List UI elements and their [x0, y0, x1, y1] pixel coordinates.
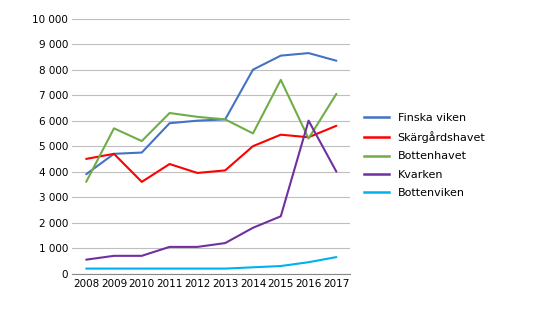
Line: Finska viken: Finska viken — [86, 53, 336, 174]
Skärgårdshavet — [250, 144, 256, 148]
Bottenviken — [222, 267, 229, 271]
Finska viken — [222, 118, 229, 121]
Legend: Finska viken, Skärgårdshavet, Bottenhavet, Kvarken, Bottenviken: Finska viken, Skärgårdshavet, Bottenhave… — [364, 113, 485, 198]
Skärgårdshavet — [83, 157, 90, 161]
Finska viken — [277, 54, 284, 58]
Bottenhavet — [83, 180, 90, 184]
Skärgårdshavet — [222, 169, 229, 172]
Kvarken — [305, 119, 312, 123]
Bottenhavet — [305, 137, 312, 140]
Finska viken — [83, 172, 90, 176]
Bottenhavet — [194, 115, 201, 119]
Line: Skärgårdshavet: Skärgårdshavet — [86, 126, 336, 182]
Kvarken — [194, 245, 201, 249]
Kvarken — [333, 170, 340, 174]
Finska viken — [305, 51, 312, 55]
Finska viken — [166, 121, 173, 125]
Kvarken — [83, 258, 90, 262]
Skärgårdshavet — [305, 135, 312, 139]
Bottenhavet — [111, 127, 117, 130]
Skärgårdshavet — [166, 162, 173, 166]
Bottenviken — [111, 267, 117, 271]
Kvarken — [138, 254, 145, 258]
Bottenhavet — [277, 78, 284, 82]
Bottenhavet — [166, 111, 173, 115]
Bottenviken — [305, 260, 312, 264]
Kvarken — [166, 245, 173, 249]
Kvarken — [111, 254, 117, 258]
Kvarken — [250, 226, 256, 230]
Finska viken — [111, 152, 117, 156]
Finska viken — [250, 68, 256, 72]
Bottenviken — [277, 264, 284, 268]
Line: Bottenviken: Bottenviken — [86, 257, 336, 269]
Finska viken — [194, 119, 201, 123]
Bottenviken — [333, 255, 340, 259]
Kvarken — [222, 241, 229, 245]
Finska viken — [333, 59, 340, 63]
Bottenviken — [138, 267, 145, 271]
Skärgårdshavet — [333, 124, 340, 128]
Bottenhavet — [250, 132, 256, 135]
Bottenviken — [194, 267, 201, 271]
Skärgårdshavet — [111, 152, 117, 156]
Finska viken — [138, 151, 145, 155]
Line: Bottenhavet: Bottenhavet — [86, 80, 336, 182]
Skärgårdshavet — [138, 180, 145, 184]
Line: Kvarken: Kvarken — [86, 121, 336, 260]
Bottenhavet — [138, 139, 145, 143]
Kvarken — [277, 215, 284, 218]
Skärgårdshavet — [277, 133, 284, 137]
Bottenviken — [250, 265, 256, 269]
Bottenhavet — [222, 118, 229, 121]
Skärgårdshavet — [194, 171, 201, 175]
Bottenviken — [83, 267, 90, 271]
Bottenviken — [166, 267, 173, 271]
Bottenhavet — [333, 92, 340, 96]
